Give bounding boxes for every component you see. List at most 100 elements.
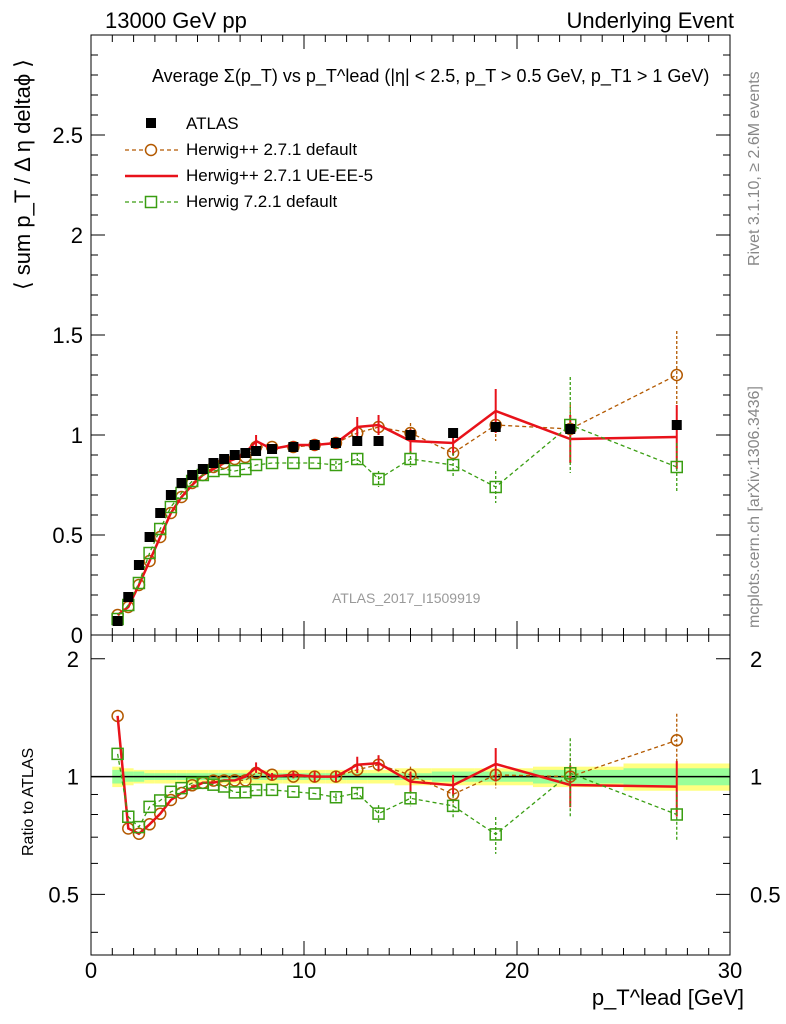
series-line-1	[117, 374, 678, 616]
x-axis-label: p_T^lead [GeV]	[591, 985, 744, 1010]
series-marker-3	[143, 800, 156, 814]
series-marker-3	[351, 452, 364, 466]
series-marker-1	[153, 807, 167, 821]
series-marker-3	[404, 452, 417, 466]
atlas-data-point	[490, 422, 501, 432]
y-axis-label: ⟨ sum p_T / Δ η deltaϕ ⟩	[10, 59, 35, 290]
atlas-data-point	[229, 450, 240, 460]
atlas-data-point	[251, 446, 262, 456]
ratio-tick-label: 2	[67, 647, 79, 672]
series-marker-3	[372, 472, 385, 486]
series-line-2	[116, 409, 677, 617]
atlas-data-point	[240, 448, 251, 458]
series-marker-3	[132, 576, 146, 590]
series-marker-3	[329, 791, 343, 804]
series-marker-3	[372, 807, 385, 820]
atlas-data-point	[133, 560, 144, 570]
series-marker-3	[446, 458, 460, 472]
atlas-data-point	[123, 592, 134, 602]
series-marker-3	[287, 456, 300, 470]
series-marker-3	[670, 808, 683, 821]
series-marker-3	[308, 456, 321, 470]
chart-title-text: Average Σ(p_T) vs p_T^lead (|η| < 2.5, p…	[152, 66, 710, 86]
series-marker-3	[249, 783, 263, 797]
atlas-data-point	[197, 464, 208, 474]
series-marker-1	[670, 734, 683, 747]
legend-label-herwigpp-default: Herwig++ 2.7.1 default	[186, 140, 358, 159]
series-marker-1	[670, 368, 683, 382]
atlas-data-point	[112, 616, 123, 626]
legend-marker-atlas	[146, 118, 156, 128]
series-marker-3	[153, 522, 167, 536]
series-marker-3	[564, 767, 577, 780]
series-marker-3	[404, 792, 417, 805]
series-marker-3	[329, 458, 343, 472]
series-marker-3	[111, 747, 124, 761]
y-tick-label: 2.5	[52, 123, 83, 148]
y-tick-label: 0.5	[52, 523, 83, 548]
legend-marker-1	[144, 143, 158, 157]
series-marker-3	[132, 820, 146, 834]
atlas-data-point	[176, 478, 187, 488]
series-marker-3	[164, 500, 178, 514]
series-marker-3	[446, 799, 460, 813]
ratio-tick-label: 1	[67, 765, 79, 790]
series-marker-1	[287, 770, 300, 783]
series-marker-3	[143, 546, 156, 560]
atlas-data-point	[208, 458, 219, 468]
atlas-data-point	[373, 436, 384, 446]
series-marker-3	[239, 462, 252, 476]
series-marker-3	[153, 794, 167, 807]
atlas-data-point	[330, 438, 341, 448]
atlas-data-point	[187, 470, 198, 480]
legend-label-herwig7-default: Herwig 7.2.1 default	[186, 192, 338, 211]
atlas-data-point	[144, 532, 155, 542]
ratio-tick-label-right: 2	[750, 647, 762, 672]
y-tick-label: 0	[71, 623, 83, 648]
y-tick-label: 2	[71, 223, 83, 248]
chart-title: Average Σ(p_T) vs p_T^lead (|η| < 2.5, p…	[152, 66, 709, 87]
series-marker-1	[239, 774, 252, 787]
atlas-data-point	[219, 454, 230, 464]
legend-marker-3	[144, 195, 158, 209]
atlas-data-point	[288, 442, 299, 452]
x-tick-label: 20	[505, 958, 529, 983]
series-marker-3	[122, 810, 135, 823]
ratio-tick-label-right: 1	[750, 765, 762, 790]
atlas-data-point	[155, 508, 166, 518]
series-marker-3	[489, 480, 502, 494]
x-tick-label: 30	[718, 958, 742, 983]
series-marker-3	[249, 458, 263, 472]
legend-label-herwigpp-ueee5: Herwig++ 2.7.1 UE-EE-5	[186, 166, 374, 185]
atlas-data-point	[405, 430, 416, 440]
y-tick-label: 1.5	[52, 323, 83, 348]
legend-label-atlas: ATLAS	[186, 114, 239, 133]
series-marker-3	[351, 786, 364, 800]
ratio-tick-label-right: 0.5	[750, 882, 781, 907]
series-marker-3	[287, 785, 300, 798]
series-line-3	[116, 753, 678, 836]
ratio-tick-label: 0.5	[48, 882, 79, 907]
x-tick-label: 0	[85, 958, 97, 983]
y-tick-label: 1	[71, 423, 83, 448]
series-marker-3	[265, 456, 279, 470]
atlas-data-point	[165, 490, 176, 500]
atlas-data-point	[448, 428, 459, 438]
analysis-watermark: ATLAS_2017_I1509919	[332, 590, 481, 606]
atlas-data-point	[671, 420, 682, 430]
mcplots-label: mcplots.cern.ch [arXiv:1306.3436]	[746, 386, 763, 628]
rivet-label: Rivet 3.1.10, ≥ 2.6M events	[746, 71, 763, 266]
series-marker-1	[132, 827, 146, 841]
ratio-axis-label: Ratio to ATLAS	[20, 747, 37, 856]
atlas-data-point	[352, 436, 363, 446]
header-right: Underlying Event	[566, 8, 734, 33]
atlas-data-point	[309, 440, 320, 450]
atlas-data-point	[565, 424, 576, 434]
series-marker-3	[308, 787, 321, 800]
series-marker-3	[265, 783, 279, 797]
x-tick-label: 10	[292, 958, 316, 983]
atlas-data-point	[267, 444, 278, 454]
series-marker-1	[153, 530, 167, 544]
series-marker-3	[489, 828, 502, 841]
